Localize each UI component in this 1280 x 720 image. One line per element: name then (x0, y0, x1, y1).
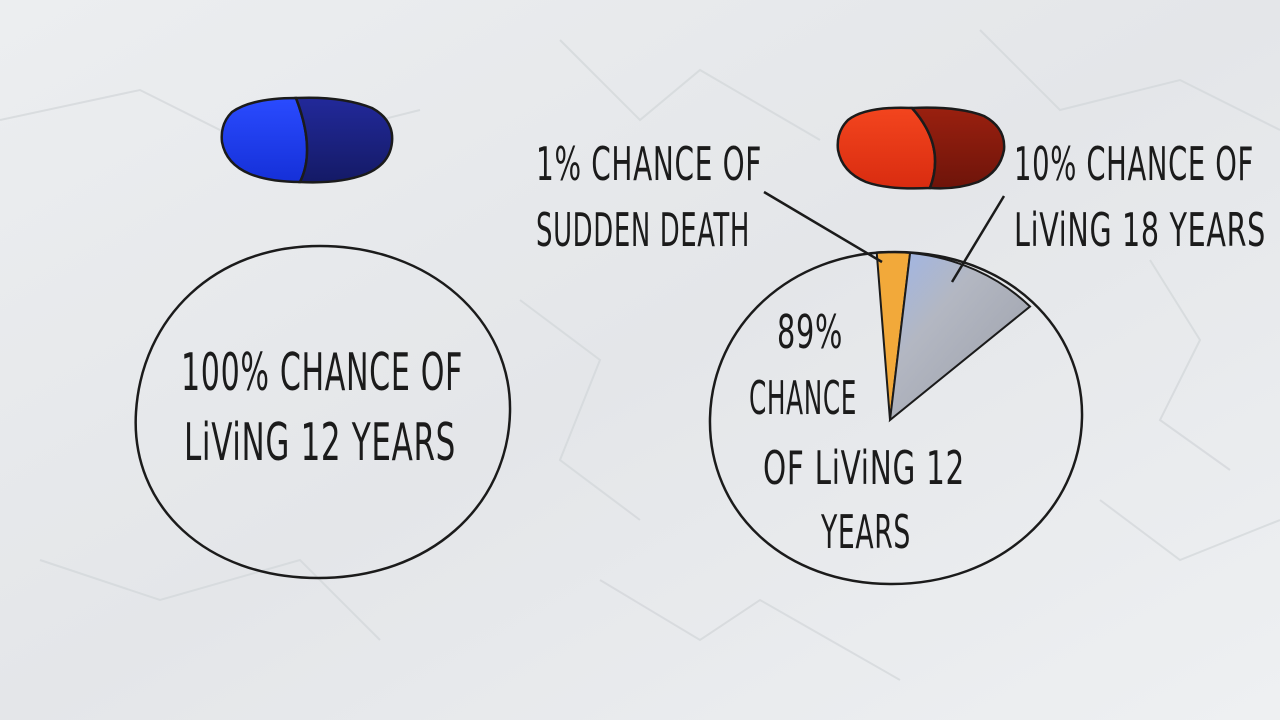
pie-blue-outline (134, 244, 512, 580)
red-pill-right-half (909, 106, 1006, 190)
pie-blue-label-line2: LiViNG 12 YEARS (184, 413, 456, 473)
pie-chart-red: 1% CHANCE OF SUDDEN DEATH 10% CHANCE OF … (536, 137, 1266, 586)
pie-blue-label-line1: 100% CHANCE OF (181, 343, 463, 403)
sudden-death-label-line2: SUDDEN DEATH (536, 203, 750, 257)
paper-creases (0, 29, 1280, 681)
sudden-death-label-line1: 1% CHANCE OF (536, 137, 762, 191)
red-pill (836, 106, 1006, 190)
pie-red-outline (708, 250, 1084, 586)
blue-pill-right-half (294, 96, 394, 184)
sudden-death-leader-line (763, 190, 883, 264)
living-12-label-line3: OF LiViNG 12 (763, 441, 965, 495)
pie-chart-blue: 100% CHANCE OF LiViNG 12 YEARS (134, 244, 512, 580)
living-18-leader-line (950, 195, 1006, 283)
living-12-label-line2: CHANCE (749, 371, 857, 425)
blue-pill (220, 96, 394, 184)
living-18-label-line2: LiViNG 18 YEARS (1014, 203, 1266, 257)
living-12-label-line1: 89% (777, 305, 843, 359)
living-18-label-line1: 10% CHANCE OF (1014, 137, 1254, 191)
living-12-label-line4: YEARS (820, 505, 911, 559)
